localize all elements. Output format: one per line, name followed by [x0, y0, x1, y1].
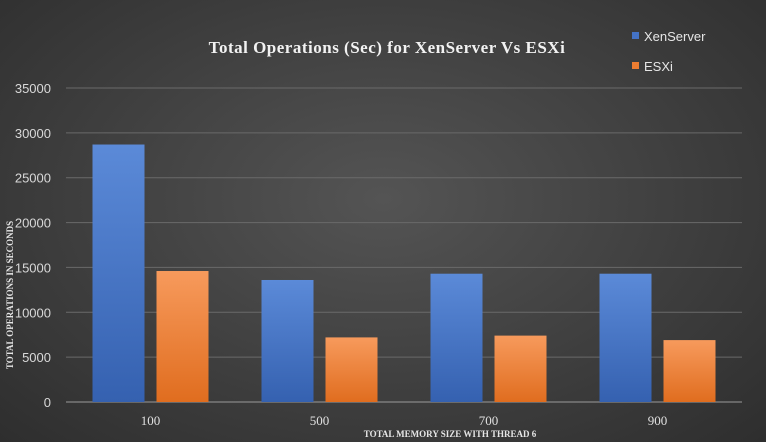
x-tick-label: 900 — [648, 413, 668, 428]
legend-label-esxi: ESXi — [644, 59, 673, 74]
y-tick-label: 0 — [44, 395, 51, 410]
chart-title: Total Operations (Sec) for XenServer Vs … — [209, 38, 566, 57]
bar-esxi-100 — [156, 271, 209, 402]
x-tick-label: 500 — [310, 413, 330, 428]
bar-xenserver-700 — [430, 273, 483, 402]
x-axis-title: TOTAL MEMORY SIZE WITH THREAD 6 — [364, 429, 537, 439]
x-tick-label: 100 — [141, 413, 161, 428]
x-axis-ticks: 100 500 700 900 — [141, 413, 668, 428]
bar-esxi-700 — [494, 335, 547, 402]
legend-swatch-xenserver — [632, 32, 639, 39]
x-tick-label: 700 — [479, 413, 499, 428]
y-tick-label: 5000 — [22, 350, 51, 365]
y-tick-label: 35000 — [15, 81, 51, 96]
legend-swatch-esxi — [632, 62, 639, 69]
bar-esxi-500 — [325, 337, 378, 402]
y-tick-label: 15000 — [15, 260, 51, 275]
legend: XenServer ESXi — [632, 29, 706, 74]
y-tick-label: 20000 — [15, 216, 51, 231]
y-tick-label: 25000 — [15, 171, 51, 186]
y-axis-ticks: 0 5000 10000 15000 20000 25000 30000 35000 — [15, 81, 51, 410]
bar-xenserver-100 — [92, 144, 145, 402]
bar-xenserver-900 — [599, 273, 652, 402]
bars — [92, 144, 716, 402]
bar-esxi-900 — [663, 340, 716, 402]
y-tick-label: 10000 — [15, 305, 51, 320]
legend-label-xenserver: XenServer — [644, 29, 706, 44]
bar-xenserver-500 — [261, 279, 314, 402]
y-axis-title: TOTAL OPERATIONS IN SECONDS — [5, 221, 15, 369]
y-tick-label: 30000 — [15, 126, 51, 141]
